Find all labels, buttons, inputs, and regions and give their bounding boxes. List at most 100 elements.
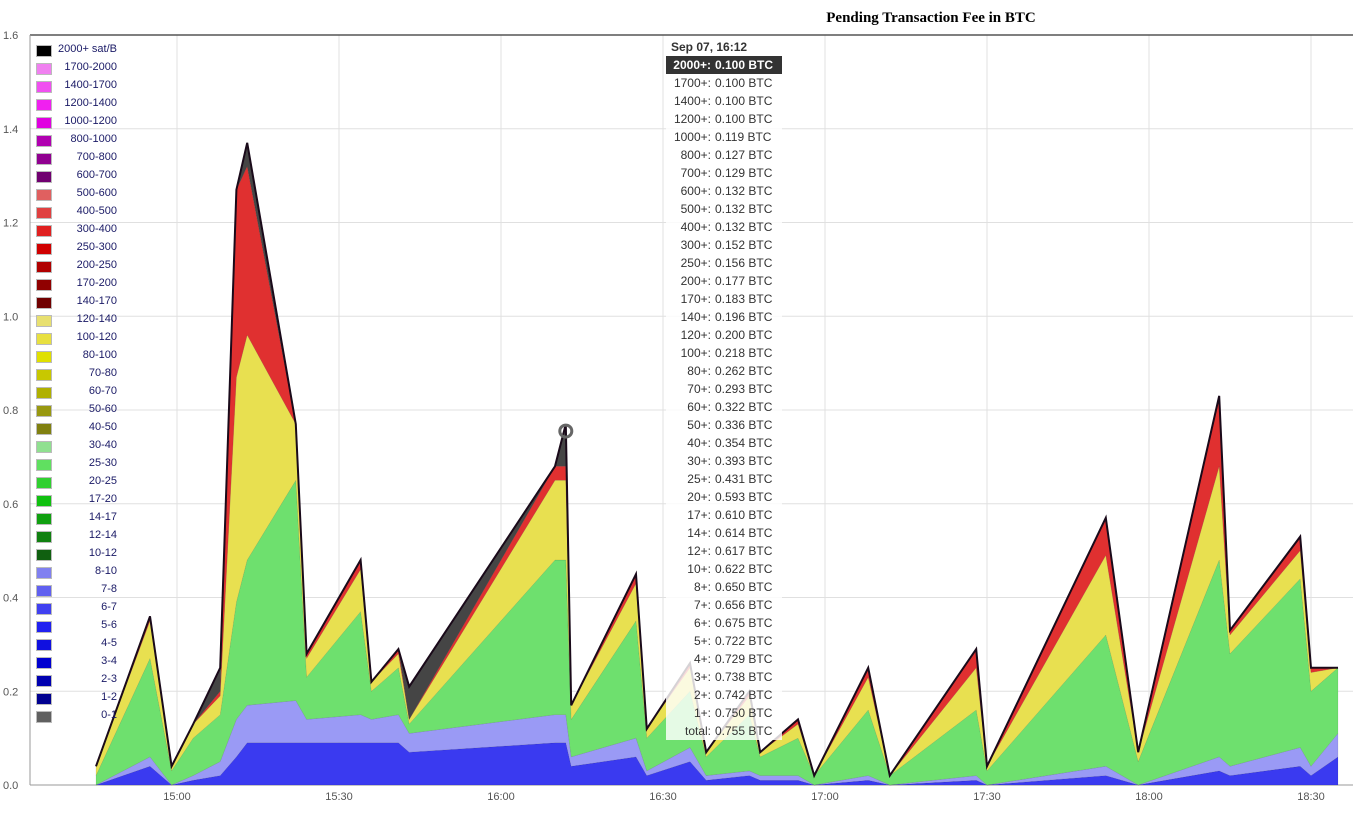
legend-item-400-500[interactable]: 400-500 [33, 204, 123, 222]
tooltip-row: 1700+: 0.100 BTC [666, 74, 782, 92]
legend-label: 250-300 [76, 241, 117, 253]
legend-swatch [36, 657, 52, 669]
tooltip-row: 170+: 0.183 BTC [666, 290, 782, 308]
tooltip-value: 0.119 BTC [715, 130, 772, 144]
y-tick-label: 0.6 [3, 499, 18, 511]
legend-item-50-60[interactable]: 50-60 [33, 402, 123, 420]
legend-swatch [36, 243, 52, 255]
legend-item-10-12[interactable]: 10-12 [33, 546, 123, 564]
tooltip-title: Sep 07, 16:12 [671, 40, 748, 54]
legend-item-60-70[interactable]: 60-70 [33, 384, 123, 402]
legend-item-1400-1700[interactable]: 1400-1700 [33, 78, 123, 96]
tooltip-value: 0.200 BTC [715, 328, 773, 342]
legend-swatch [36, 675, 52, 687]
legend-item-1200-1400[interactable]: 1200-1400 [33, 96, 123, 114]
tooltip-key: 8+: [693, 580, 711, 594]
tooltip-key: 400+: [680, 220, 711, 234]
legend-item-2-3[interactable]: 2-3 [33, 672, 123, 690]
x-tick-label: 16:30 [649, 791, 677, 803]
tooltip-value: 0.100 BTC [715, 76, 773, 90]
tooltip-value: 0.738 BTC [715, 670, 773, 684]
tooltip-row: 2000+: 0.100 BTC [666, 56, 782, 74]
tooltip-key: 12+: [687, 544, 711, 558]
legend-label: 600-700 [76, 169, 117, 181]
tooltip-key: 10+: [687, 562, 711, 576]
legend-swatch [36, 171, 52, 183]
tooltip-value: 0.129 BTC [715, 166, 773, 180]
legend-item-30-40[interactable]: 30-40 [33, 438, 123, 456]
legend-item-12-14[interactable]: 12-14 [33, 528, 123, 546]
legend-label: 70-80 [88, 367, 117, 379]
legend-label: 8-10 [94, 565, 117, 577]
legend-item-100-120[interactable]: 100-120 [33, 330, 123, 348]
legend-item-8-10[interactable]: 8-10 [33, 564, 123, 582]
y-tick-label: 0.2 [3, 686, 18, 698]
legend-item-250-300[interactable]: 250-300 [33, 240, 123, 258]
legend-item-70-80[interactable]: 70-80 [33, 366, 123, 384]
legend-item-300-400[interactable]: 300-400 [33, 222, 123, 240]
legend-label: 50-60 [88, 403, 117, 415]
legend-swatch [36, 531, 52, 543]
legend-item-1-2[interactable]: 1-2 [33, 690, 123, 708]
tooltip-row: 200+: 0.177 BTC [666, 272, 782, 290]
tooltip-row: 25+: 0.431 BTC [666, 470, 782, 488]
tooltip-key: 50+: [687, 418, 711, 432]
legend-item-40-50[interactable]: 40-50 [33, 420, 123, 438]
tooltip-value: 0.431 BTC [715, 472, 773, 486]
legend-label: 6-7 [101, 601, 117, 613]
legend-item-500-600[interactable]: 500-600 [33, 186, 123, 204]
legend-label: 10-12 [88, 547, 117, 559]
legend-item-80-100[interactable]: 80-100 [33, 348, 123, 366]
legend-item-120-140[interactable]: 120-140 [33, 312, 123, 330]
tooltip-row: 1000+: 0.119 BTC [666, 128, 782, 146]
legend-item-170-200[interactable]: 170-200 [33, 276, 123, 294]
series-area-40-140 [95, 334, 1339, 777]
tooltip-value: 0.218 BTC [715, 346, 773, 360]
legend-item-600-700[interactable]: 600-700 [33, 168, 123, 186]
legend-label: 3-4 [101, 655, 117, 667]
tooltip-key: 17+: [687, 508, 711, 522]
tooltip-row: 1400+: 0.100 BTC [666, 92, 782, 110]
legend-label: 400-500 [76, 205, 117, 217]
legend-swatch [36, 135, 52, 147]
legend-item-20-25[interactable]: 20-25 [33, 474, 123, 492]
tooltip-value: 0.293 BTC [715, 382, 773, 396]
legend-label: 25-30 [88, 457, 117, 469]
tooltip: Sep 07, 16:12 2000+: 0.100 BTC 1700+: 0.100… [666, 38, 782, 740]
legend-item-6-7[interactable]: 6-7 [33, 600, 123, 618]
legend-item-4-5[interactable]: 4-5 [33, 636, 123, 654]
legend-swatch [36, 567, 52, 579]
legend-swatch [36, 603, 52, 615]
tooltip-row: 500+: 0.132 BTC [666, 200, 782, 218]
legend-item-5-6[interactable]: 5-6 [33, 618, 123, 636]
legend-item-800-1000[interactable]: 800-1000 [33, 132, 123, 150]
legend-item-1000-1200[interactable]: 1000-1200 [33, 114, 123, 132]
legend-item-2000[interactable]: 2000+ sat/B [33, 42, 123, 60]
tooltip-value: 0.656 BTC [715, 598, 773, 612]
tooltip-value: 0.100 BTC [715, 58, 774, 72]
legend-item-200-250[interactable]: 200-250 [33, 258, 123, 276]
legend-item-140-170[interactable]: 140-170 [33, 294, 123, 312]
legend-item-1700-2000[interactable]: 1700-2000 [33, 60, 123, 78]
legend-item-17-20[interactable]: 17-20 [33, 492, 123, 510]
legend-item-0-1[interactable]: 0-1 [33, 708, 123, 726]
x-tick-label: 16:00 [487, 791, 515, 803]
tooltip-value: 0.593 BTC [715, 490, 773, 504]
tooltip-value: 0.617 BTC [715, 544, 773, 558]
tooltip-key: 80+: [687, 364, 711, 378]
hover-marker [558, 423, 574, 439]
tooltip-value: 0.722 BTC [715, 634, 773, 648]
legend-item-14-17[interactable]: 14-17 [33, 510, 123, 528]
tooltip-row: 140+: 0.196 BTC [666, 308, 782, 326]
tooltip-row: 60+: 0.322 BTC [666, 398, 782, 416]
tooltip-value: 0.750 BTC [715, 706, 773, 720]
legend-item-700-800[interactable]: 700-800 [33, 150, 123, 168]
legend-label: 17-20 [88, 493, 117, 505]
legend-swatch [36, 387, 52, 399]
legend-label: 800-1000 [70, 133, 118, 145]
legend-item-3-4[interactable]: 3-4 [33, 654, 123, 672]
tooltip-value: 0.156 BTC [715, 256, 773, 270]
legend-item-7-8[interactable]: 7-8 [33, 582, 123, 600]
legend-item-25-30[interactable]: 25-30 [33, 456, 123, 474]
